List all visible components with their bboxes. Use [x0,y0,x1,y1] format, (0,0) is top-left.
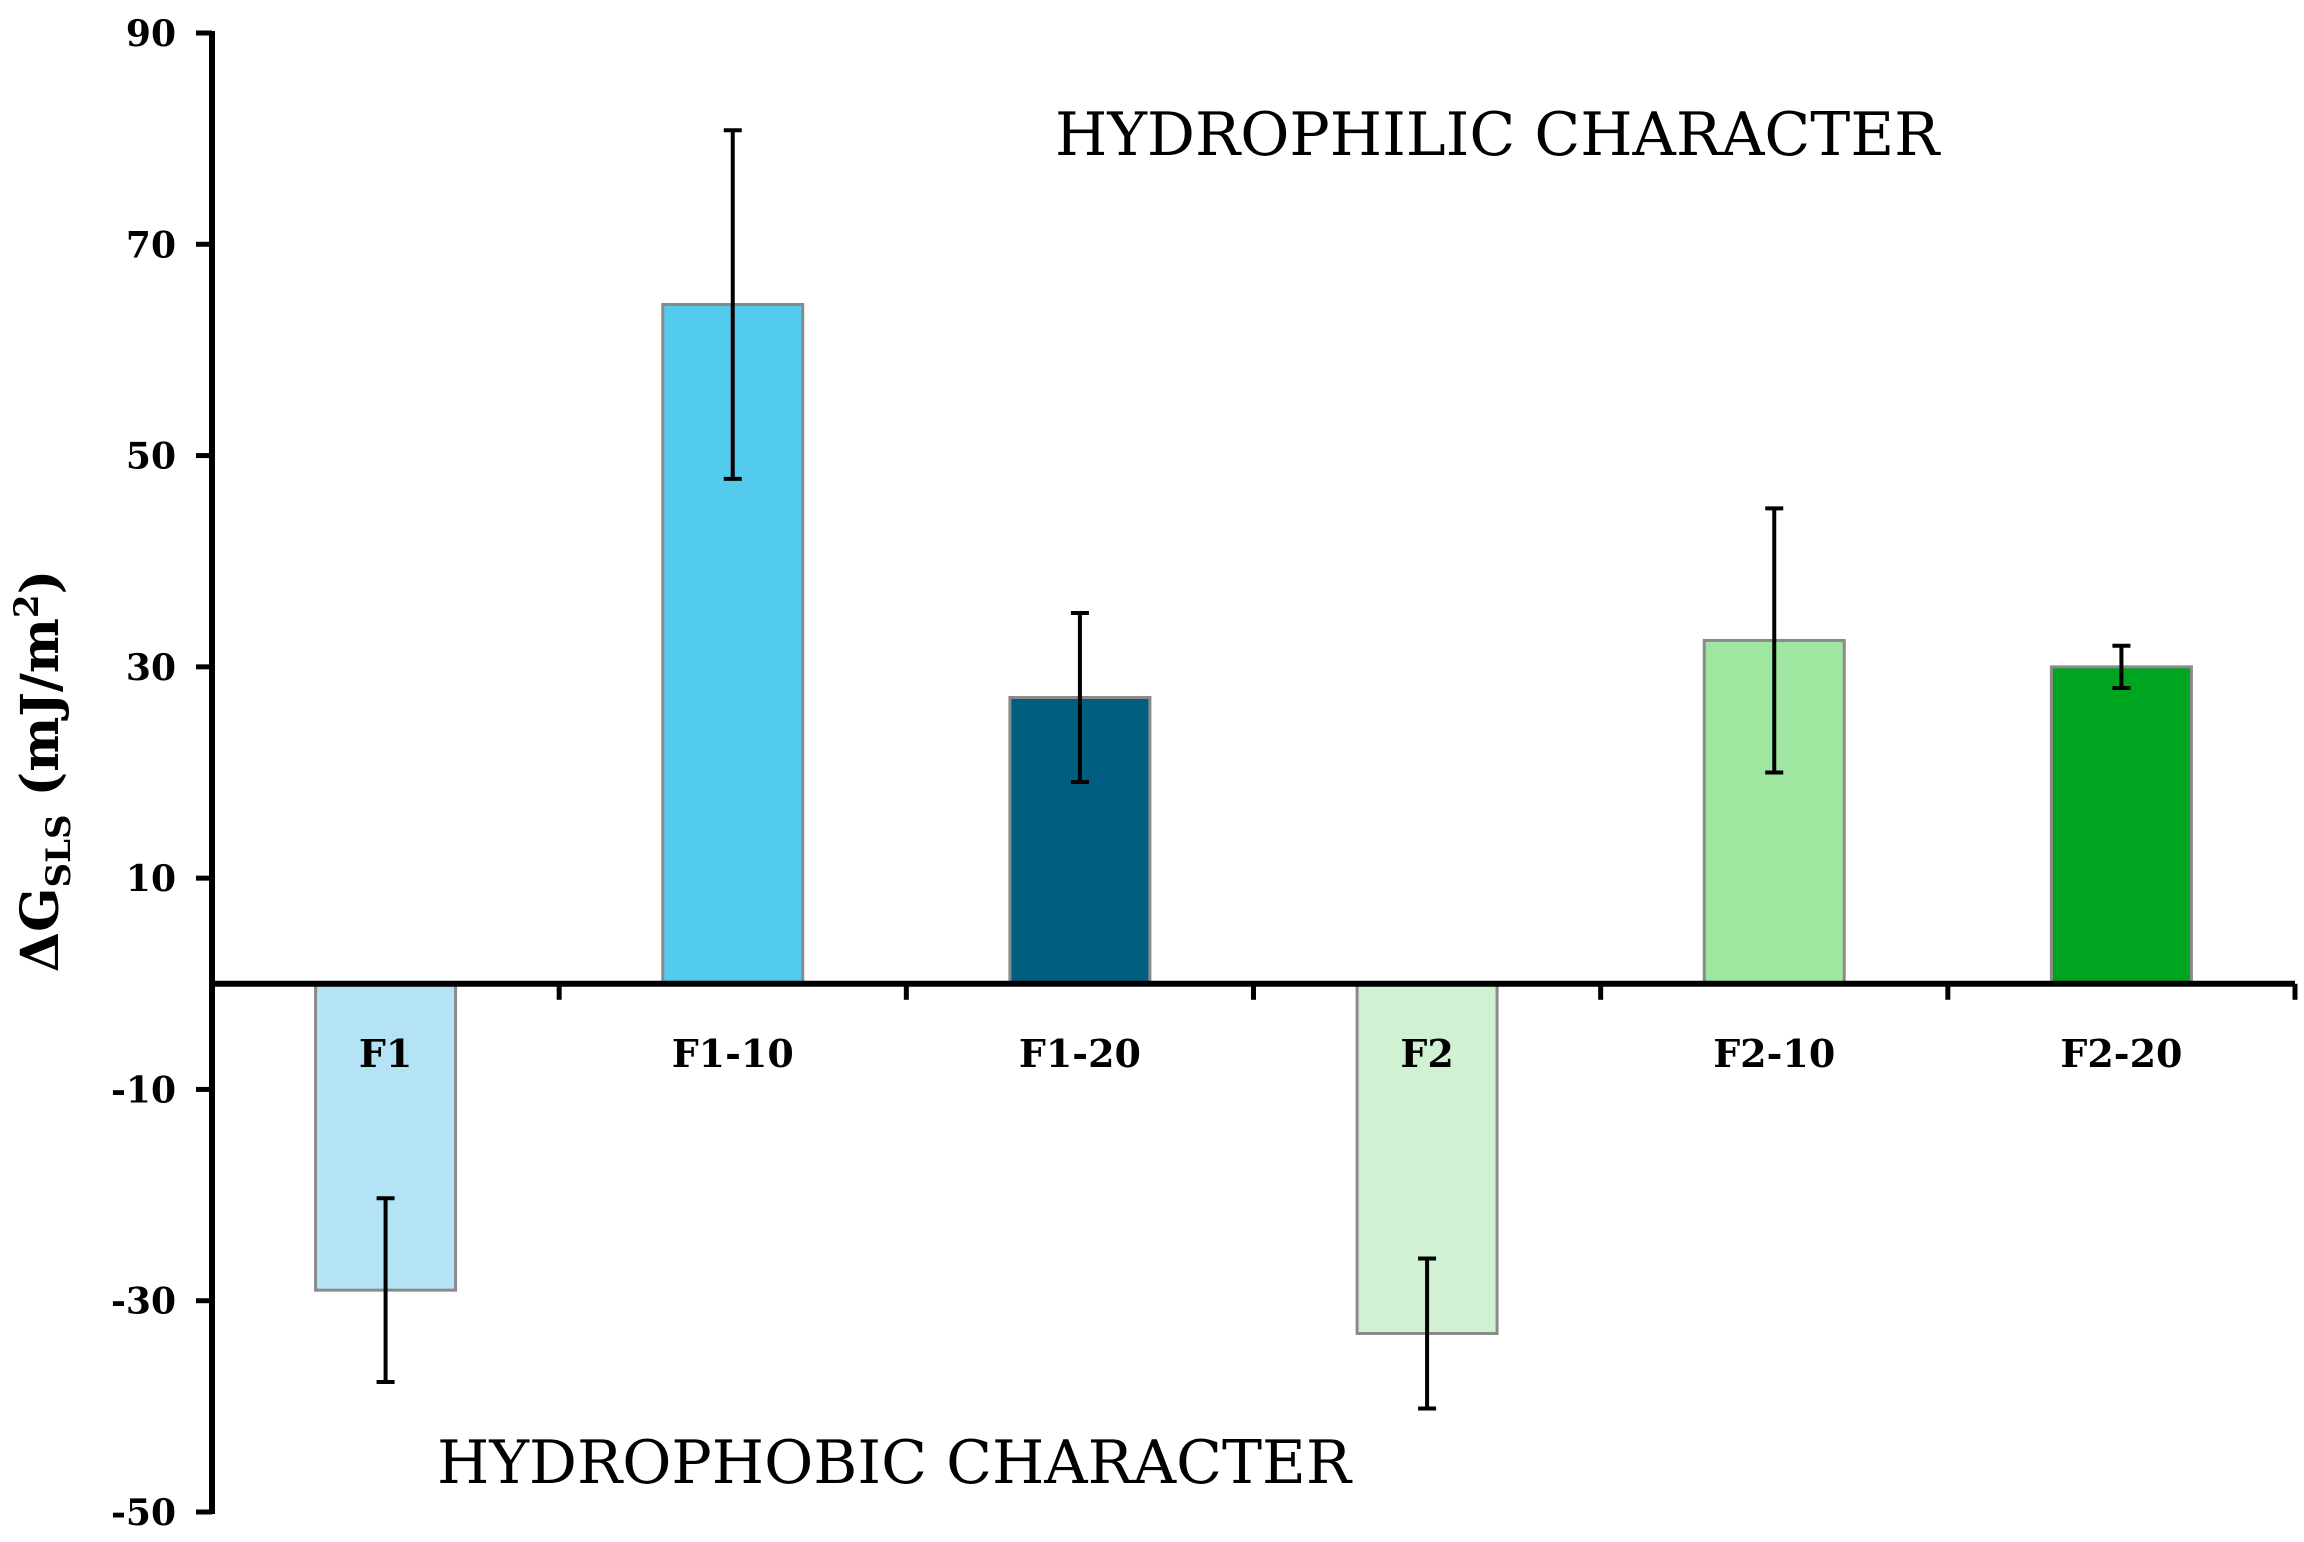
y-axis-label-symbol: ΔG [10,887,71,972]
hydrophilic-annotation: HYDROPHILIC CHARACTER [1055,100,1941,170]
y-axis-label: ΔGSLS (mJ/m2) [7,570,79,972]
y-tick-label: 30 [126,647,176,689]
category-labels-layer: F1 F1-10 F1-20 F2 F2-10 F2-20 [359,1031,2183,1076]
y-tick-label: -50 [111,1492,176,1534]
category-label: F2-20 [2060,1031,2182,1076]
axes-layer [209,31,2295,1514]
bar-f2-20 [2049,665,2193,986]
y-axis-label-units: (mJ/m [10,618,71,814]
y-tick-label: 70 [126,224,176,266]
y-tick-label: 50 [126,436,176,478]
y-tick-label: -10 [111,1069,176,1111]
category-label: F1-20 [1019,1031,1141,1076]
y-axis-label-subscript: SLS [39,814,79,887]
y-ticks-layer: -50 -30 -10 10 30 50 70 90 [111,13,212,1534]
y-tick-label: -30 [111,1281,176,1323]
bars-layer [314,303,2193,1335]
category-label: F2-10 [1713,1031,1835,1076]
y-axis-label-close: ) [10,570,71,595]
category-label: F1 [359,1031,412,1076]
error-bars-layer [376,128,2131,1411]
category-label: F1-10 [672,1031,794,1076]
y-axis-label-superscript: 2 [7,594,47,618]
hydrophobic-annotation: HYDROPHOBIC CHARACTER [437,1428,1353,1498]
y-tick-label: 10 [126,858,176,900]
x-ticks-layer [556,983,2298,1000]
category-label: F2 [1400,1031,1453,1076]
y-tick-label: 90 [126,13,176,55]
